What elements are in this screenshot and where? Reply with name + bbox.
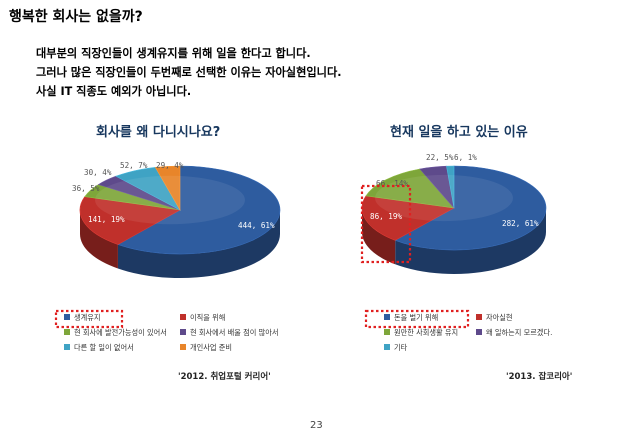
data-label-1: 444, 61%	[238, 221, 275, 230]
legend-label-5: 기타	[394, 343, 408, 352]
data-label-3: 36, 5%	[72, 184, 100, 193]
pie-slice-side-1	[117, 210, 280, 279]
pie-slice-side-2	[80, 210, 118, 269]
legend-label-6: 개인사업 준비	[190, 343, 232, 352]
legend-swatch-2	[180, 314, 186, 320]
legend-swatch-3	[384, 329, 390, 335]
pie-slice-1	[117, 165, 281, 255]
slide-title: 행복한 회사는 없을까?	[9, 9, 143, 25]
chart-1-title: 회사를 왜 다니시나요?	[96, 125, 221, 140]
pie-slice-2	[79, 196, 181, 245]
pie-gloss	[95, 175, 245, 225]
legend-label-3: 현 회사에 발전가능성이 있어서	[74, 328, 167, 337]
chart-1-source: '2012. 취업포털 커리어'	[178, 372, 271, 382]
legend-swatch-5	[64, 344, 70, 350]
data-label-5: 52, 7%	[120, 161, 148, 170]
body-line-2: 그러나 많은 직장인들이 두번째로 선택한 이유는 자아실현입니다.	[36, 66, 342, 79]
legend-label-4: 현 회사에서 배울 점이 많아서	[190, 328, 279, 337]
body-line-3: 사실 IT 직종도 예외가 아닙니다.	[36, 85, 192, 98]
data-label-4: 22, 5%	[426, 153, 454, 162]
data-label-2: 86, 19%	[370, 212, 402, 221]
highlight-box-1	[54, 309, 124, 329]
data-label-5: 6, 1%	[454, 153, 477, 162]
pie-slice-side-1	[395, 208, 546, 275]
legend-label-2: 이직을 위해	[190, 313, 225, 322]
legend-label-3: 원만한 사회생활 유지	[394, 328, 458, 337]
highlight-box-1	[364, 309, 470, 329]
highlight-box-2	[360, 184, 412, 264]
legend-swatch-1	[384, 314, 390, 320]
legend-swatch-6	[180, 344, 186, 350]
pie-slice-side-2	[362, 208, 396, 265]
legend-swatch-2	[476, 314, 482, 320]
data-label-6: 29, 4%	[156, 161, 184, 170]
legend-swatch-4	[180, 329, 186, 335]
legend-label-5: 다른 할 일이 없어서	[74, 343, 134, 352]
data-label-1: 282, 61%	[502, 219, 539, 228]
body-line-1: 대부분의 직장인들이 생계유지를 위해 일을 한다고 합니다.	[36, 47, 311, 60]
legend-label-1: 생계유지	[74, 313, 100, 322]
pie-chart-1: 444, 61% 141, 19% 36, 5% 30, 4% 52, 7% 29, 4%…	[54, 161, 281, 352]
pie-slice-2	[361, 195, 455, 241]
legend-swatch-1	[64, 314, 70, 320]
page-number: 23	[310, 420, 323, 431]
pie-slice-5	[446, 165, 455, 209]
legend-swatch-5	[384, 344, 390, 350]
legend-label-2: 자아실현	[486, 313, 512, 322]
data-label-2: 141, 19%	[88, 215, 125, 224]
legend-label-1: 돈을 벌기 위해	[394, 313, 438, 322]
legend-label-4: 왜 일하는지 모르겠다.	[486, 328, 552, 337]
data-label-4: 30, 4%	[84, 168, 112, 177]
chart-2-title: 현재 일을 하고 있는 이유	[390, 125, 528, 140]
pie-slice-1	[394, 165, 547, 251]
legend-swatch-4	[476, 329, 482, 335]
legend-swatch-3	[64, 329, 70, 335]
slide-body: 대부분의 직장인들이 생계유지를 위해 일을 한다고 합니다. 그러나 많은 직…	[36, 44, 342, 101]
pie-chart-2: 282, 61% 86, 19% 66, 14% 22, 5% 6, 1% 돈을 벌기 위…	[360, 153, 552, 352]
data-label-3: 66, 14%	[376, 179, 408, 188]
pie-slice-6	[154, 165, 181, 212]
chart-2-source: '2013. 잡코리아'	[506, 372, 573, 382]
